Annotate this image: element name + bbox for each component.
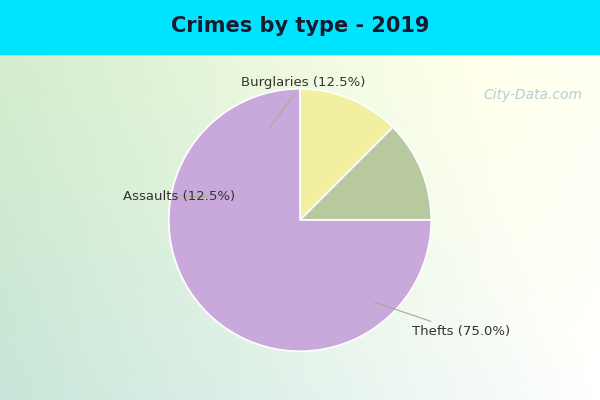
Text: Assaults (12.5%): Assaults (12.5%) xyxy=(123,190,235,203)
Bar xyxy=(0,0,600,54)
Text: Thefts (75.0%): Thefts (75.0%) xyxy=(375,302,509,338)
Text: Crimes by type - 2019: Crimes by type - 2019 xyxy=(171,16,429,36)
Wedge shape xyxy=(300,89,393,220)
Wedge shape xyxy=(169,89,431,351)
Text: Burglaries (12.5%): Burglaries (12.5%) xyxy=(241,76,365,128)
Wedge shape xyxy=(300,127,431,220)
Text: City-Data.com: City-Data.com xyxy=(483,88,582,102)
